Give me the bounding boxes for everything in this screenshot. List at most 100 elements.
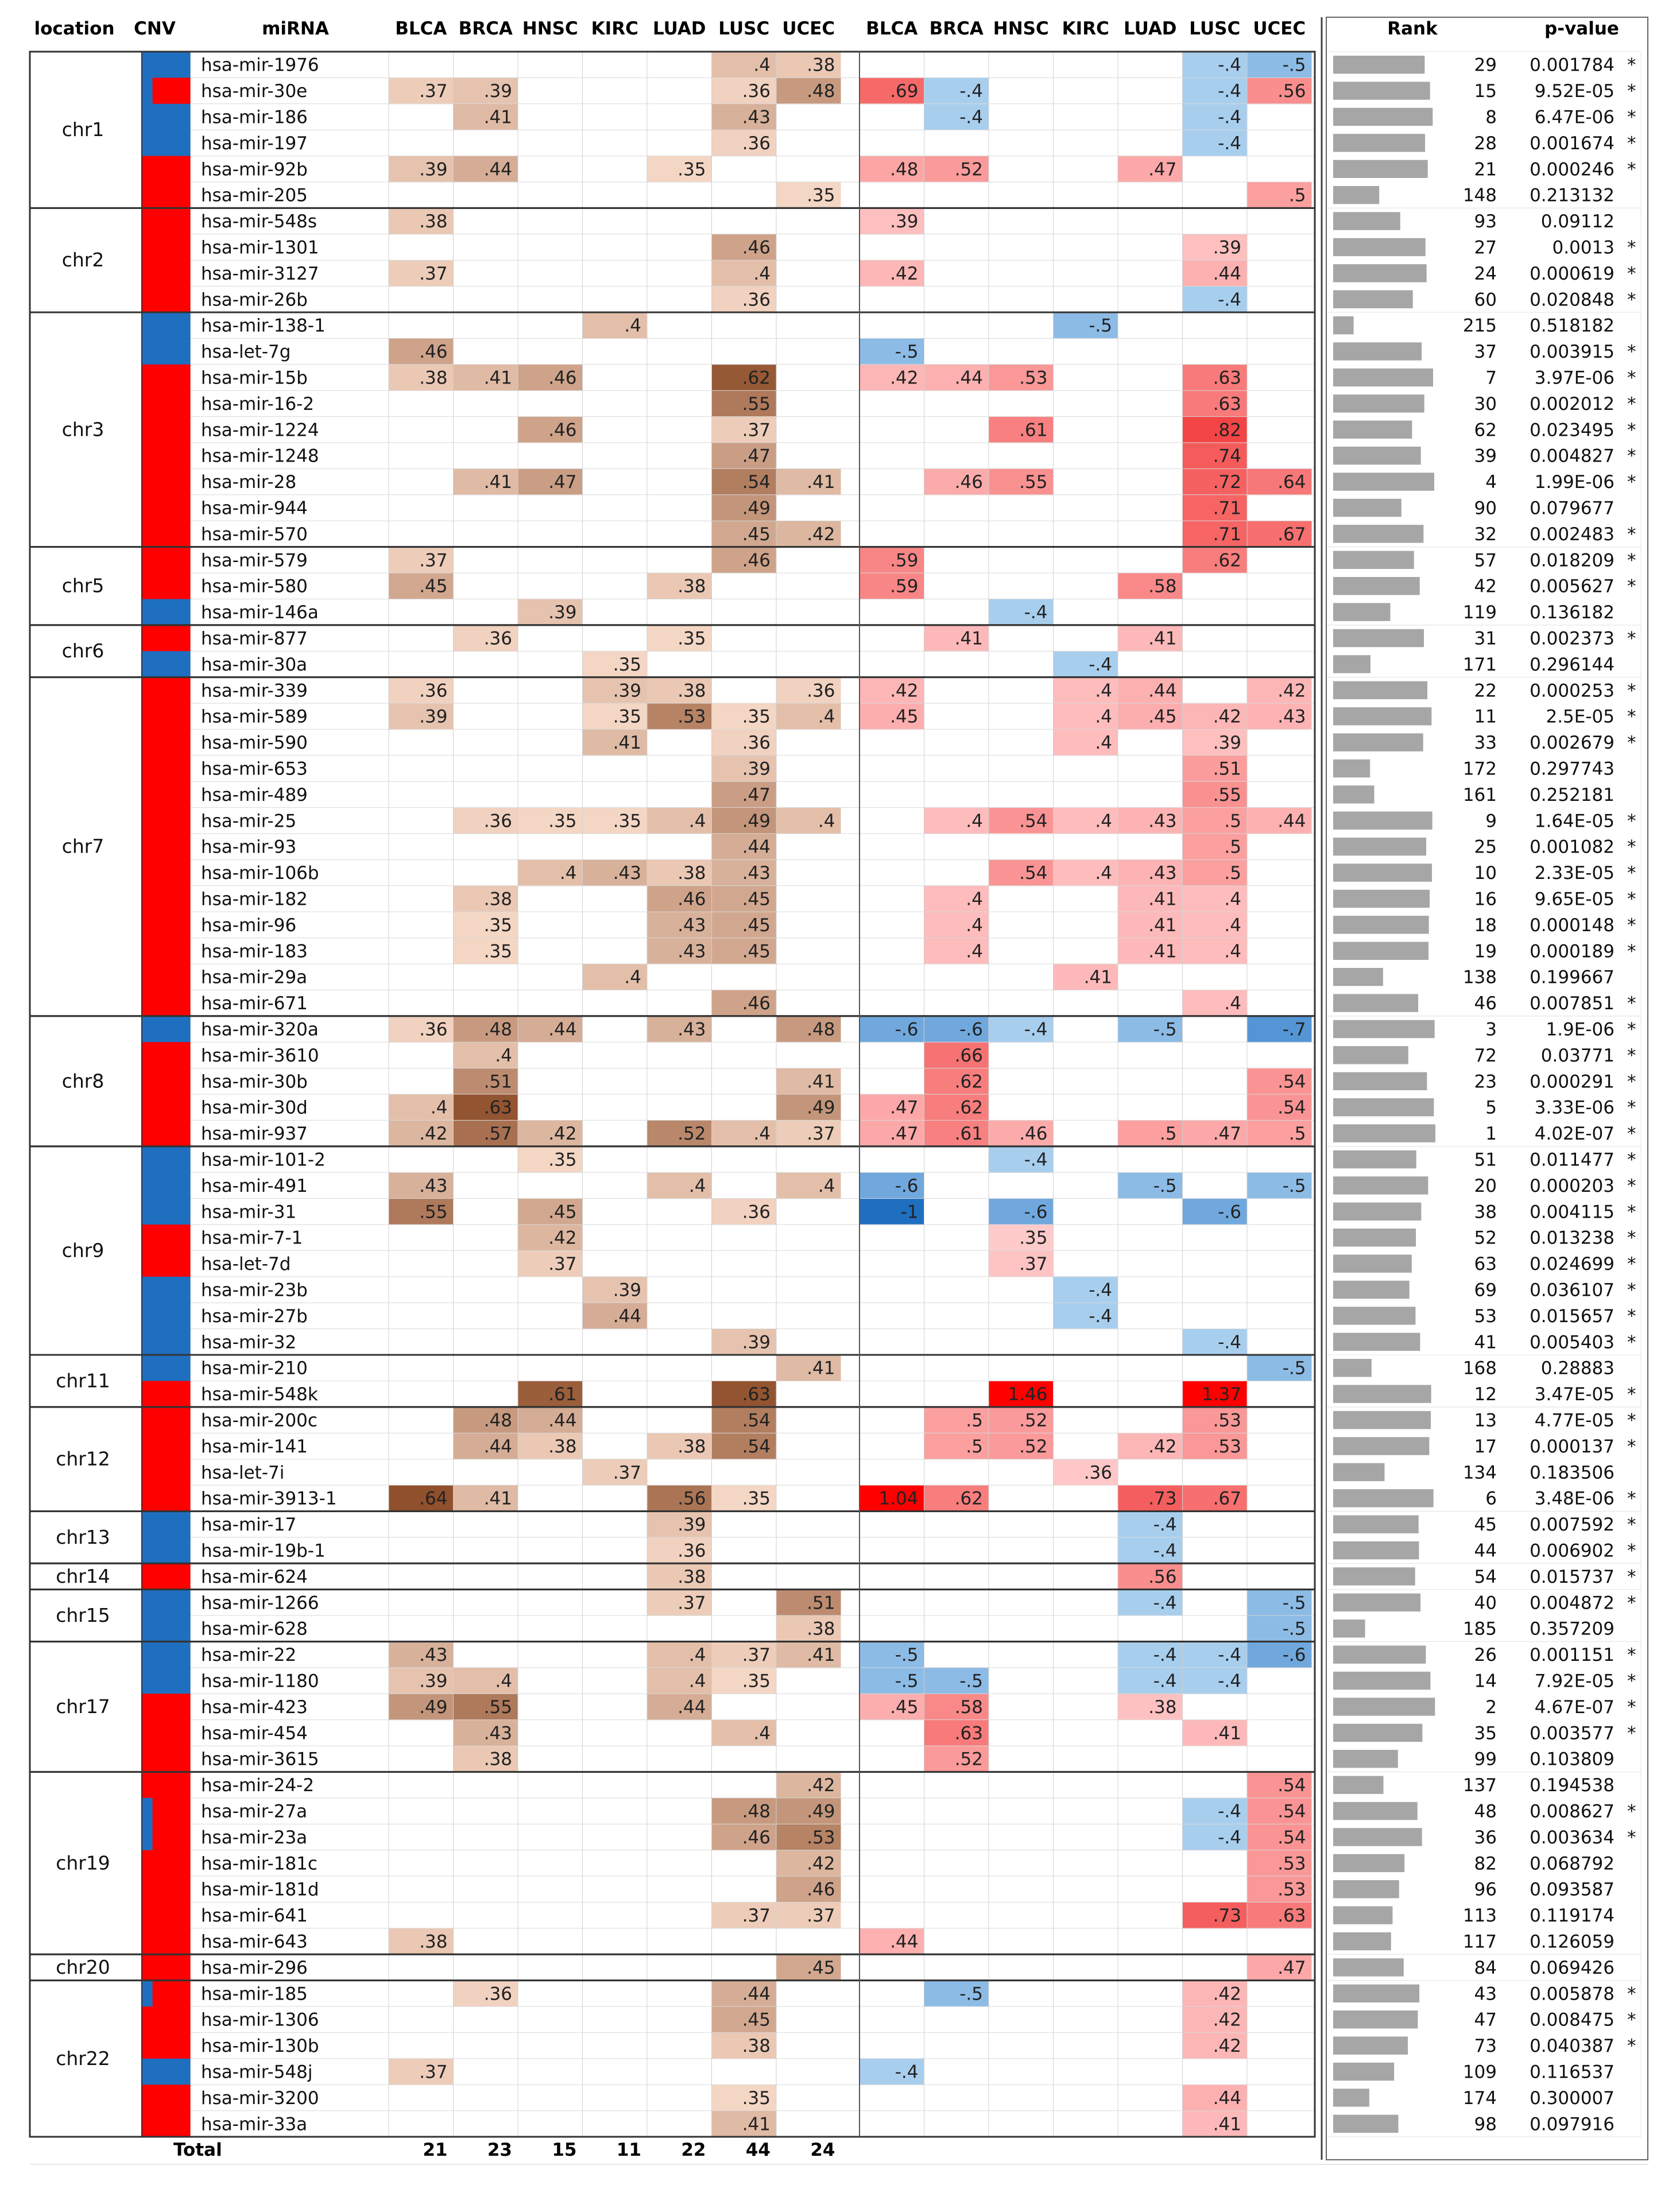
left-value-cell — [582, 1303, 647, 1330]
rank-value: 69 — [1474, 1280, 1497, 1301]
right-cancer-header-lusc: LUSC — [1189, 18, 1240, 39]
right-value-label: .42 — [1277, 680, 1306, 701]
right-value-cell — [924, 156, 989, 183]
right-value-label: .4 — [1095, 680, 1112, 701]
pvalue-value: 0.28883 — [1541, 1358, 1615, 1379]
right-value-cell — [1118, 1694, 1183, 1721]
rank-bar — [1333, 1906, 1393, 1924]
cnv-cell — [142, 885, 191, 912]
rank-bar — [1333, 655, 1370, 673]
right-value-label: -.4 — [1218, 1645, 1241, 1665]
left-value-label: .43 — [677, 1020, 706, 1040]
rank-bar — [1333, 994, 1419, 1012]
mirna-name: hsa-mir-181d — [201, 1880, 319, 1900]
mirna-name: hsa-mir-937 — [201, 1124, 308, 1144]
rank-bar — [1333, 733, 1423, 751]
rank-value: 37 — [1474, 342, 1497, 362]
significance-star: * — [1627, 1697, 1636, 1718]
left-value-cell — [518, 807, 583, 834]
left-value-label: .43 — [742, 863, 771, 884]
right-value-cell — [1053, 1276, 1118, 1303]
right-value-cell — [924, 468, 989, 495]
pvalue-value: 0.0013 — [1553, 238, 1615, 258]
cnv-cell — [142, 156, 191, 183]
rank-bar — [1333, 1176, 1428, 1195]
pvalue-value: 0.003915 — [1530, 342, 1615, 362]
pvalue-value: 0.103809 — [1530, 1749, 1615, 1770]
left-value-cell — [647, 1172, 712, 1199]
left-value-cell — [711, 885, 776, 912]
right-value-cell — [1182, 859, 1247, 886]
left-value-label: .43 — [613, 863, 641, 884]
rank-bar — [1333, 472, 1435, 491]
mirna-name: hsa-mir-33a — [201, 2114, 307, 2134]
pvalue-value: 0.296144 — [1530, 654, 1615, 675]
right-value-label: .54 — [1277, 1071, 1306, 1092]
right-value-label: -.5 — [1153, 1176, 1177, 1196]
left-value-label: .45 — [807, 1958, 835, 1978]
left-value-label: .48 — [807, 81, 835, 102]
right-value-label: .52 — [955, 159, 983, 180]
right-value-label: .73 — [1148, 1489, 1176, 1509]
right-value-cell — [1247, 703, 1312, 730]
right-value-cell — [1118, 1563, 1183, 1590]
left-value-label: .43 — [742, 107, 771, 128]
pvalue-value: 3.48E-06 — [1535, 1489, 1615, 1509]
left-value-cell — [776, 52, 841, 78]
left-value-cell — [647, 703, 712, 730]
left-value-label: .44 — [548, 1411, 576, 1431]
right-value-label: .56 — [1148, 1567, 1176, 1587]
left-value-label: .4 — [624, 967, 641, 988]
left-value-cell — [711, 1120, 776, 1147]
left-value-cell — [776, 1589, 841, 1616]
right-value-cell — [1182, 390, 1247, 417]
left-value-label: .48 — [484, 1020, 512, 1040]
rank-value: 20 — [1474, 1176, 1497, 1196]
left-value-cell — [711, 521, 776, 548]
left-value-label: .39 — [613, 680, 641, 701]
right-value-label: -.4 — [959, 81, 983, 102]
left-value-label: .4 — [753, 264, 771, 284]
mirna-name: hsa-let-7d — [201, 1254, 291, 1274]
right-value-label: .42 — [890, 264, 918, 284]
right-value-cell — [1182, 1198, 1247, 1225]
rank-value: 45 — [1474, 1514, 1497, 1535]
left-value-label: .38 — [419, 368, 447, 389]
right-value-label: .39 — [890, 211, 918, 232]
left-value-label: .38 — [677, 1567, 706, 1587]
pvalue-value: 0.003577 — [1530, 1723, 1615, 1744]
mirna-name: hsa-mir-200c — [201, 1411, 318, 1431]
left-value-label: .36 — [484, 811, 512, 831]
left-value-cell — [711, 78, 776, 104]
left-value-cell — [647, 573, 712, 599]
right-value-cell — [1182, 703, 1247, 730]
mirna-name: hsa-mir-1976 — [201, 55, 319, 76]
mirna-name: hsa-mir-3200 — [201, 2088, 319, 2109]
pvalue-value: 7.92E-05 — [1535, 1671, 1615, 1692]
right-value-cell — [1182, 1120, 1247, 1147]
rank-bar — [1333, 577, 1420, 595]
right-value-cell — [860, 208, 924, 235]
right-value-cell — [989, 1381, 1054, 1408]
right-value-cell — [924, 1746, 989, 1772]
right-value-label: .52 — [1019, 1436, 1047, 1457]
right-value-cell — [924, 103, 989, 130]
left-value-cell — [711, 807, 776, 834]
right-value-cell — [1247, 1589, 1312, 1616]
left-value-label: .37 — [419, 550, 447, 571]
left-value-label: .38 — [677, 863, 706, 884]
rank-value: 48 — [1474, 1802, 1497, 1822]
location-header: location — [34, 18, 114, 39]
right-value-label: .5 — [1224, 837, 1241, 858]
left-value-cell — [453, 1407, 518, 1434]
left-value-label: .46 — [807, 1880, 835, 1900]
left-value-cell — [582, 729, 647, 756]
significance-star: * — [1627, 941, 1636, 962]
right-value-label: -.5 — [1089, 316, 1112, 336]
left-value-label: .36 — [742, 133, 771, 154]
right-value-cell — [989, 807, 1054, 834]
left-value-label: .44 — [742, 837, 771, 858]
rank-value: 22 — [1474, 680, 1497, 701]
rank-value: 53 — [1474, 1306, 1497, 1327]
mirna-name: hsa-mir-19b-1 — [201, 1541, 326, 1562]
